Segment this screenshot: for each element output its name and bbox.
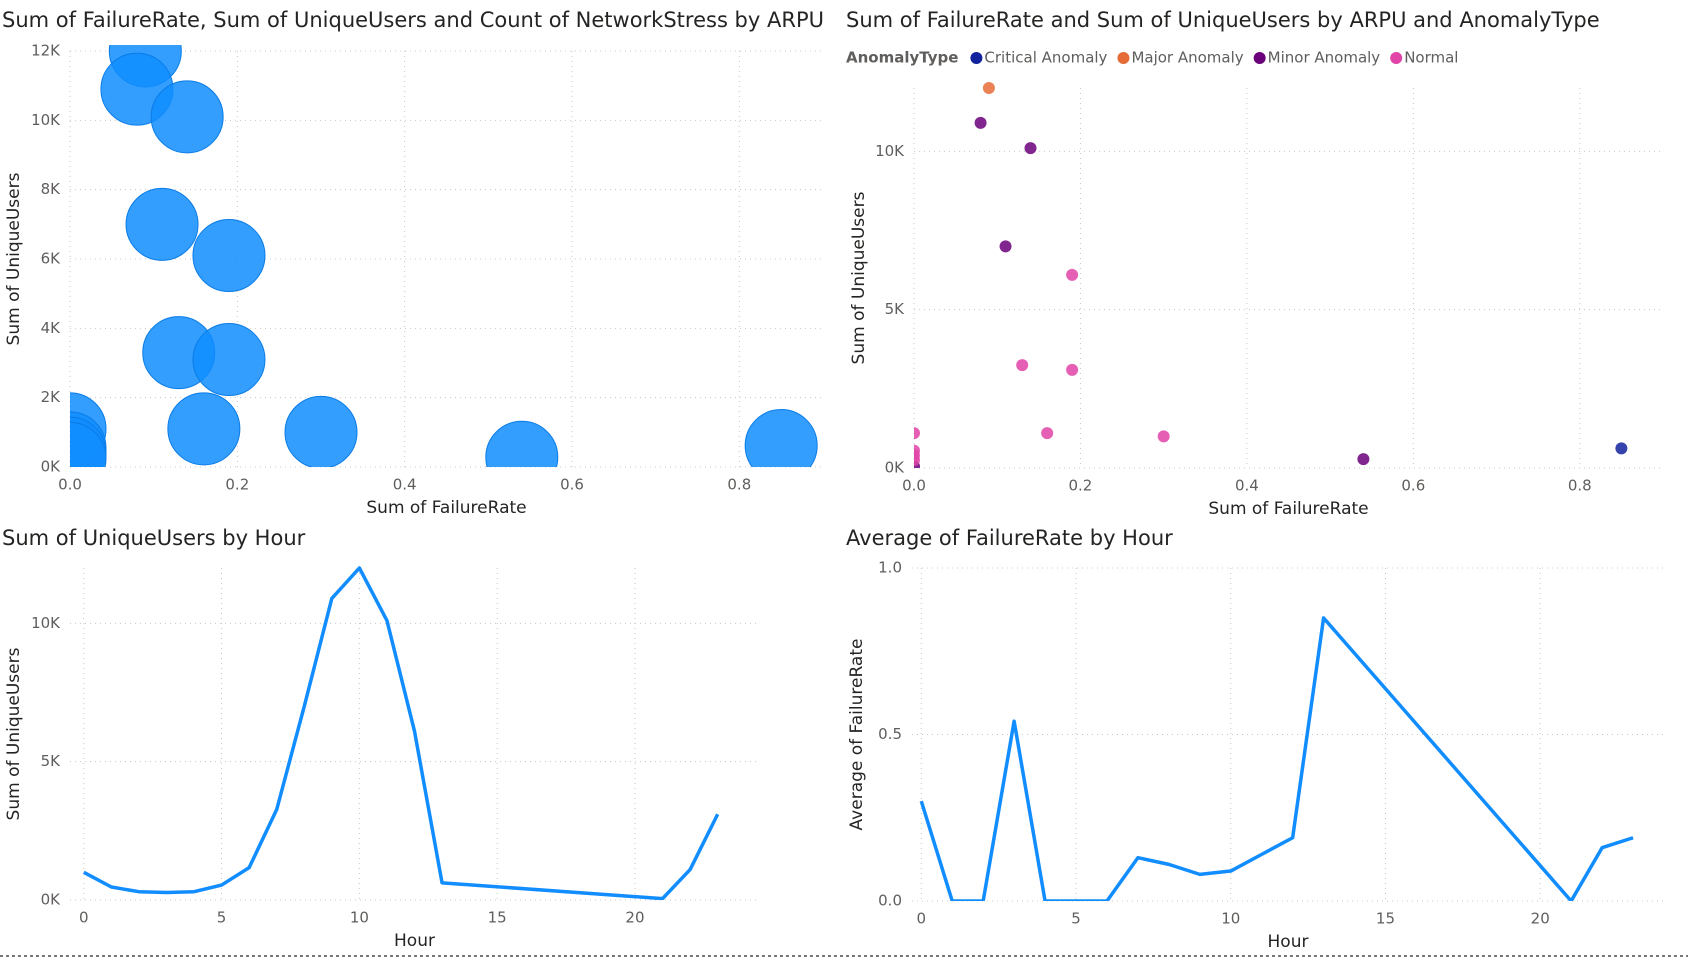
x-tick-label: 15: [488, 909, 507, 927]
legend-label: Critical Anomaly: [984, 49, 1107, 67]
legend-label: Normal: [1404, 49, 1458, 67]
x-tick-label: 5: [1071, 910, 1081, 928]
point: [1157, 430, 1170, 443]
point: [999, 240, 1012, 253]
bubble: [167, 392, 241, 466]
plot-area: [919, 616, 1634, 901]
x-tick-label: 0.2: [1069, 477, 1093, 495]
bubble: [284, 395, 358, 467]
y-tick-label: 4K: [41, 319, 62, 337]
legend-marker: [1390, 52, 1403, 64]
y-tick-label: 10K: [31, 614, 61, 632]
bubble: [192, 219, 266, 293]
chart-panel: Average of FailureRate by Hour 0.0 0.5 1.0 0…: [846, 526, 1664, 952]
x-axis-title: Hour: [1268, 932, 1309, 952]
y-axis-title: Average of FailureRate: [847, 639, 867, 831]
y-axis-title: Sum of UniqueUsers: [4, 172, 24, 345]
bubble: [744, 409, 818, 467]
x-axis-title: Hour: [394, 931, 435, 951]
x-axis-title: Sum of FailureRate: [1208, 499, 1368, 519]
plot-area: [914, 82, 1628, 468]
x-tick-label: 0.2: [225, 476, 249, 494]
plot-area: [70, 45, 818, 467]
point: [1016, 359, 1029, 372]
y-tick-label: 5K: [885, 300, 906, 318]
y-tick-label: 0K: [885, 459, 906, 477]
x-tick-label: 10: [1221, 910, 1240, 928]
x-tick-label: 0.8: [727, 476, 751, 494]
point: [1066, 268, 1079, 281]
bubble: [192, 323, 266, 397]
chart-panel: Sum of FailureRate, Sum of UniqueUsers a…: [2, 8, 824, 518]
y-tick-label: 0.0: [878, 892, 902, 910]
chart-title: Sum of UniqueUsers by Hour: [2, 526, 306, 550]
x-tick-label: 10: [350, 909, 369, 927]
bubble: [125, 187, 199, 261]
y-axis-title: Sum of UniqueUsers: [849, 191, 869, 364]
chart-panel: Sum of FailureRate and Sum of UniqueUser…: [846, 8, 1663, 519]
y-tick-label: 8K: [41, 180, 62, 198]
point: [982, 82, 995, 94]
legend-label: Minor Anomaly: [1268, 49, 1381, 67]
y-tick-label: 2K: [41, 388, 62, 406]
x-tick-label: 0.6: [560, 476, 584, 494]
point: [1357, 453, 1370, 466]
legend-marker: [1253, 52, 1266, 64]
x-tick-label: 0: [917, 910, 927, 928]
y-tick-label: 0.5: [878, 725, 902, 743]
point: [974, 116, 987, 129]
line-series: [919, 616, 1634, 901]
legend-label: Major Anomaly: [1131, 49, 1243, 67]
legend-marker: [1117, 52, 1130, 64]
y-axis-title: Sum of UniqueUsers: [4, 647, 24, 820]
legend-title: AnomalyType: [846, 49, 958, 67]
x-tick-label: 0.4: [393, 476, 417, 494]
x-tick-label: 0.6: [1401, 477, 1425, 495]
point: [1041, 427, 1054, 440]
bubble: [150, 80, 224, 154]
y-tick-label: 10K: [875, 142, 905, 160]
x-axis-title: Sum of FailureRate: [366, 498, 526, 518]
x-tick-label: 0.0: [58, 476, 82, 494]
chart-title: Sum of FailureRate, Sum of UniqueUsers a…: [2, 8, 824, 32]
y-tick-label: 0K: [41, 458, 62, 476]
x-tick-label: 20: [625, 909, 644, 927]
x-tick-label: 5: [217, 909, 227, 927]
plot-area: [82, 566, 720, 900]
x-tick-label: 0.4: [1235, 477, 1259, 495]
point: [914, 454, 920, 467]
y-tick-label: 5K: [41, 752, 62, 770]
x-tick-label: 0: [79, 909, 89, 927]
legend-marker: [970, 52, 983, 64]
x-tick-label: 15: [1376, 910, 1395, 928]
y-tick-label: 0K: [41, 891, 62, 909]
point: [1615, 442, 1628, 455]
x-tick-label: 20: [1531, 910, 1550, 928]
x-tick-label: 0.0: [902, 477, 926, 495]
point: [1024, 142, 1037, 155]
y-tick-label: 1.0: [878, 559, 902, 577]
y-tick-label: 12K: [31, 42, 61, 60]
y-tick-label: 6K: [41, 250, 62, 268]
bubble: [70, 421, 107, 467]
point: [1066, 363, 1079, 376]
chart-title: Sum of FailureRate and Sum of UniqueUser…: [846, 8, 1600, 32]
line-series: [82, 566, 720, 900]
chart-title: Average of FailureRate by Hour: [846, 526, 1173, 550]
y-tick-label: 10K: [31, 111, 61, 129]
chart-panel: Sum of UniqueUsers by Hour 0K 5K 10K 0 5 10 15 2…: [2, 526, 759, 951]
bubble: [485, 420, 559, 467]
point: [914, 427, 920, 440]
x-tick-label: 0.8: [1568, 477, 1592, 495]
